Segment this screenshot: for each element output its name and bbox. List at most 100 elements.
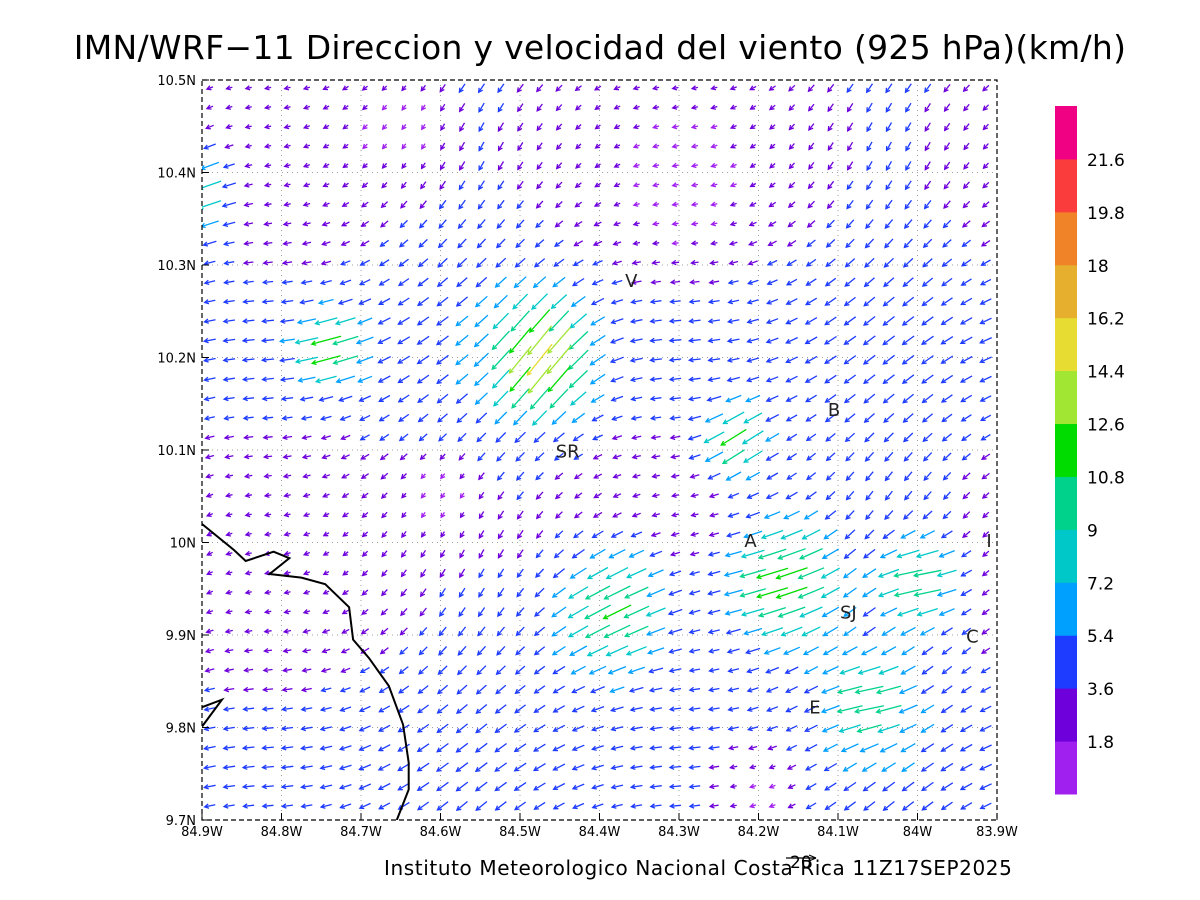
- wind-vector: [379, 239, 389, 247]
- wind-vector: [342, 124, 349, 130]
- wind-vector: [205, 104, 214, 110]
- wind-vector: [359, 259, 371, 266]
- wind-vector: [282, 453, 292, 460]
- wind-vector: [688, 706, 701, 712]
- wind-vector: [785, 395, 798, 402]
- wind-vector: [497, 568, 505, 579]
- wind-vector: [768, 783, 776, 789]
- wind-vector: [729, 143, 737, 149]
- wind-vector: [688, 803, 701, 809]
- wind-vector: [877, 568, 900, 578]
- color-scale-label: 5.4: [1087, 627, 1114, 647]
- wind-vector: [981, 492, 990, 499]
- wind-vector: [553, 452, 564, 461]
- wind-vector: [769, 143, 776, 150]
- wind-vector: [843, 335, 857, 345]
- wind-vector: [263, 182, 272, 188]
- wind-vector: [843, 296, 856, 307]
- wind-vector: [688, 648, 701, 654]
- wind-vector: [609, 337, 624, 344]
- wind-vector: [400, 200, 408, 209]
- wind-vector: [727, 706, 740, 712]
- wind-vector: [263, 512, 272, 518]
- wind-vector: [982, 162, 989, 170]
- wind-vector: [979, 298, 992, 305]
- wind-vector: [610, 376, 624, 383]
- wind-vector: [669, 551, 681, 557]
- wind-vector: [960, 394, 973, 403]
- wind-vector: [607, 665, 627, 675]
- wind-vector: [924, 103, 931, 113]
- wind-vector: [261, 764, 274, 770]
- wind-vector: [476, 238, 487, 249]
- wind-vector: [261, 279, 274, 285]
- wind-vector: [650, 531, 661, 538]
- wind-vector: [854, 685, 884, 695]
- wind-vector: [865, 199, 874, 210]
- wind-vector: [960, 608, 972, 616]
- color-scale-label: 16.2: [1087, 310, 1125, 330]
- wind-vector: [243, 221, 254, 227]
- wind-vector: [458, 103, 466, 113]
- wind-vector: [941, 646, 953, 655]
- wind-vector: [341, 182, 349, 188]
- wind-vector: [514, 704, 526, 714]
- wind-vector: [281, 667, 293, 673]
- wind-vector: [936, 569, 957, 578]
- wind-vector: [225, 609, 233, 615]
- wind-vector: [205, 628, 214, 634]
- wind-vector: [671, 85, 679, 91]
- wind-vector: [570, 391, 587, 406]
- wind-vector: [704, 413, 724, 423]
- wind-vector: [280, 298, 294, 305]
- wind-vector: [322, 85, 330, 91]
- wind-vector: [436, 374, 449, 385]
- wind-vector: [651, 104, 660, 110]
- wind-vector: [554, 472, 564, 480]
- wind-vector: [401, 162, 407, 170]
- wind-vector: [477, 199, 486, 210]
- wind-vector: [314, 317, 338, 326]
- wind-vector: [283, 531, 291, 537]
- wind-vector: [980, 647, 991, 654]
- wind-vector: [982, 84, 990, 92]
- wind-vector: [459, 492, 465, 499]
- wind-vector: [648, 687, 663, 693]
- wind-vector: [963, 162, 970, 170]
- wind-vector: [842, 762, 858, 772]
- wind-vector: [768, 764, 776, 770]
- wind-vector: [459, 549, 465, 559]
- wind-vector: [478, 160, 485, 172]
- color-scale-segment: [1055, 370, 1077, 425]
- wind-vector: [420, 84, 427, 92]
- wind-vector: [804, 744, 818, 752]
- wind-vector: [765, 318, 779, 325]
- wind-vector: [281, 686, 293, 693]
- wind-vector: [455, 373, 469, 385]
- wind-vector: [979, 317, 992, 325]
- map-title: IMN/WRF−11 Direccion y velocidad del vie…: [73, 28, 1127, 67]
- wind-vector: [476, 645, 486, 656]
- color-scale-segment: [1055, 529, 1077, 583]
- wind-vector: [244, 570, 252, 576]
- lat-tick-label: 10.2N: [157, 352, 196, 367]
- wind-vector: [940, 530, 953, 539]
- wind-vector: [785, 491, 798, 500]
- wind-vector: [721, 449, 745, 465]
- wind-vector: [302, 473, 311, 479]
- wind-vector: [724, 550, 742, 558]
- wind-vector: [302, 85, 311, 91]
- wind-vector: [572, 259, 584, 266]
- wind-vector: [475, 703, 488, 714]
- wind-vector: [769, 163, 776, 169]
- wind-vector: [608, 549, 626, 559]
- wind-vector: [610, 764, 624, 771]
- wind-vector: [310, 335, 342, 346]
- place-label: SR: [556, 441, 580, 462]
- wind-vector: [283, 609, 291, 615]
- wind-vector: [241, 745, 255, 751]
- wind-vector: [280, 395, 294, 402]
- wind-vector: [629, 376, 643, 383]
- wind-vector: [613, 143, 621, 149]
- wind-vector: [439, 587, 446, 598]
